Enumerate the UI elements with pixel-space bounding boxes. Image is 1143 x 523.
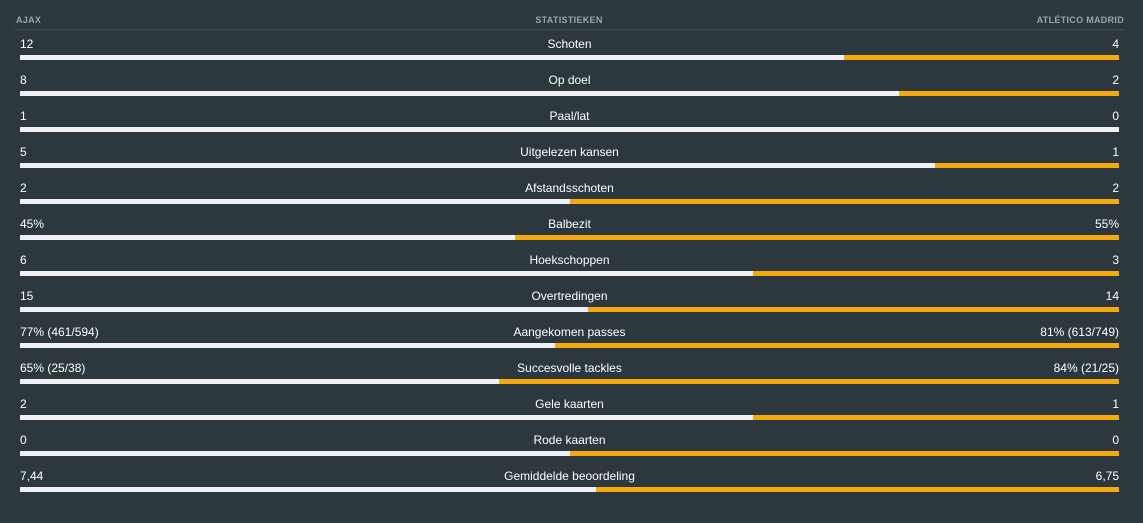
home-value: 8 xyxy=(20,73,27,87)
stat-row: 6 Hoekschoppen 3 xyxy=(20,250,1119,286)
away-value: 1 xyxy=(1112,397,1119,411)
stat-label: Overtredingen xyxy=(531,289,608,303)
home-bar-fill xyxy=(20,199,570,204)
home-bar-fill xyxy=(20,451,570,456)
home-value: 15 xyxy=(20,289,34,303)
away-bar-fill xyxy=(844,55,1119,60)
stat-label: Succesvolle tackles xyxy=(517,361,622,375)
home-value: 1 xyxy=(20,109,27,123)
away-bar-fill xyxy=(569,199,1119,204)
stats-list: 12 Schoten 4 8 Op doel 2 1 Paal/lat 0 5 Uitgelezen… xyxy=(20,34,1119,502)
comparison-bar xyxy=(20,127,1119,132)
stat-row: 12 Schoten 4 xyxy=(20,34,1119,70)
home-bar-fill xyxy=(20,379,500,384)
comparison-bar xyxy=(20,451,1119,456)
away-bar-fill xyxy=(753,271,1119,276)
stat-label: Gele kaarten xyxy=(535,397,604,411)
stat-label: Gemiddelde beoordeling xyxy=(504,469,635,483)
away-bar-fill xyxy=(569,451,1119,456)
away-value: 14 xyxy=(1105,289,1119,303)
home-value: 12 xyxy=(20,37,34,51)
stat-row: 45% Balbezit 55% xyxy=(20,214,1119,250)
away-value: 3 xyxy=(1112,253,1119,267)
away-value: 2 xyxy=(1112,73,1119,87)
comparison-bar xyxy=(20,91,1119,96)
home-bar-fill xyxy=(20,487,596,492)
stat-row: 2 Gele kaarten 1 xyxy=(20,394,1119,430)
away-bar-fill xyxy=(514,235,1119,240)
home-value: 77% (461/594) xyxy=(20,325,99,339)
comparison-bar xyxy=(20,343,1119,348)
comparison-bar xyxy=(20,163,1119,168)
comparison-bar xyxy=(20,55,1119,60)
away-bar-fill xyxy=(753,415,1119,420)
stat-label: Paal/lat xyxy=(549,109,590,123)
home-team-name: AJAX xyxy=(16,15,42,25)
home-value: 2 xyxy=(20,397,27,411)
home-bar-fill xyxy=(20,415,754,420)
comparison-bar xyxy=(20,271,1119,276)
stat-row: 8 Op doel 2 xyxy=(20,70,1119,106)
home-value: 6 xyxy=(20,253,27,267)
stat-row: 15 Overtredingen 14 xyxy=(20,286,1119,322)
away-value: 0 xyxy=(1112,433,1119,447)
home-bar-fill xyxy=(20,163,936,168)
away-value: 55% xyxy=(1094,217,1119,231)
stat-label: Hoekschoppen xyxy=(529,253,610,267)
away-bar-fill xyxy=(595,487,1119,492)
away-value: 6,75 xyxy=(1095,469,1119,483)
home-bar-fill xyxy=(20,271,754,276)
away-bar-fill xyxy=(499,379,1119,384)
stat-label: Balbezit xyxy=(548,217,591,231)
comparison-bar xyxy=(20,307,1119,312)
stat-label: Aangekomen passes xyxy=(513,325,626,339)
stat-label: Op doel xyxy=(548,73,591,87)
stat-label: Afstandsschoten xyxy=(525,181,614,195)
stat-row: 65% (25/38) Succesvolle tackles 84% (21/25… xyxy=(20,358,1119,394)
stat-row: 0 Rode kaarten 0 xyxy=(20,430,1119,466)
away-value: 2 xyxy=(1112,181,1119,195)
away-value: 84% (21/25) xyxy=(1053,361,1119,375)
stat-label: Schoten xyxy=(547,37,592,51)
stat-label: Uitgelezen kansen xyxy=(520,145,619,159)
home-value: 2 xyxy=(20,181,27,195)
away-team-name: ATLÉTICO MADRID xyxy=(1036,15,1124,25)
away-value: 1 xyxy=(1112,145,1119,159)
comparison-bar xyxy=(20,379,1119,384)
stats-header: AJAX STATISTIEKEN ATLÉTICO MADRID xyxy=(14,13,1124,30)
home-bar-fill xyxy=(20,91,900,96)
stat-row: 2 Afstandsschoten 2 xyxy=(20,178,1119,214)
comparison-bar xyxy=(20,487,1119,492)
stat-label: Rode kaarten xyxy=(533,433,606,447)
stat-row: 7,44 Gemiddelde beoordeling 6,75 xyxy=(20,466,1119,502)
away-value: 81% (613/749) xyxy=(1040,325,1119,339)
away-bar-fill xyxy=(555,343,1119,348)
home-value: 5 xyxy=(20,145,27,159)
home-bar-fill xyxy=(20,307,589,312)
comparison-bar xyxy=(20,199,1119,204)
stat-row: 1 Paal/lat 0 xyxy=(20,106,1119,142)
stats-title: STATISTIEKEN xyxy=(535,15,603,25)
home-value: 45% xyxy=(20,217,45,231)
stat-row: 5 Uitgelezen kansen 1 xyxy=(20,142,1119,178)
away-bar-fill xyxy=(935,163,1119,168)
home-value: 0 xyxy=(20,433,27,447)
home-value: 7,44 xyxy=(20,469,44,483)
comparison-bar xyxy=(20,415,1119,420)
home-bar-fill xyxy=(20,127,1119,132)
home-bar-fill xyxy=(20,55,845,60)
stat-row: 77% (461/594) Aangekomen passes 81% (613/7… xyxy=(20,322,1119,358)
home-value: 65% (25/38) xyxy=(20,361,86,375)
away-value: 0 xyxy=(1112,109,1119,123)
comparison-bar xyxy=(20,235,1119,240)
away-bar-fill xyxy=(588,307,1119,312)
away-bar-fill xyxy=(899,91,1119,96)
home-bar-fill xyxy=(20,235,515,240)
away-value: 4 xyxy=(1112,37,1119,51)
home-bar-fill xyxy=(20,343,556,348)
